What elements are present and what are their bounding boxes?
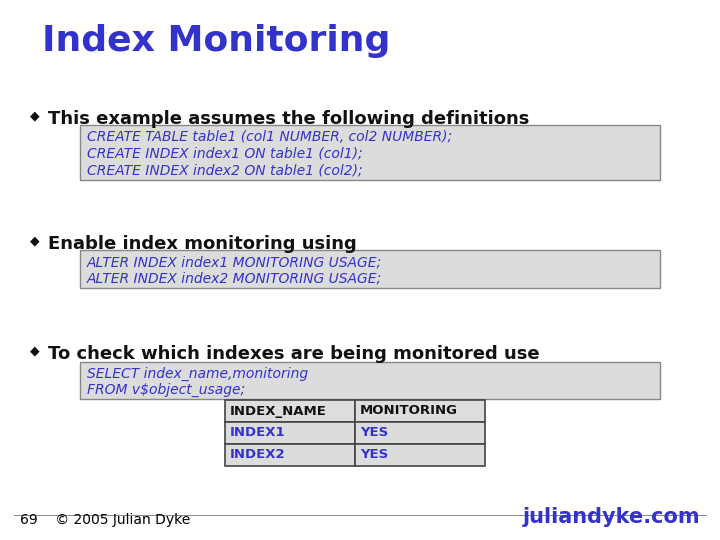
Text: MONITORING: MONITORING: [360, 404, 458, 417]
FancyBboxPatch shape: [225, 422, 355, 444]
Text: To check which indexes are being monitored use: To check which indexes are being monitor…: [48, 345, 539, 363]
Text: 69    © 2005 Julian Dyke: 69 © 2005 Julian Dyke: [20, 513, 190, 527]
Text: ALTER INDEX index1 MONITORING USAGE;: ALTER INDEX index1 MONITORING USAGE;: [87, 255, 382, 269]
FancyBboxPatch shape: [80, 362, 660, 399]
Text: Enable index monitoring using: Enable index monitoring using: [48, 235, 356, 253]
Text: Index Monitoring: Index Monitoring: [42, 24, 390, 58]
Text: juliandyke.com: juliandyke.com: [523, 507, 700, 527]
FancyBboxPatch shape: [355, 444, 485, 466]
Text: ◆: ◆: [30, 234, 40, 247]
Text: SELECT index_name,monitoring: SELECT index_name,monitoring: [87, 367, 308, 381]
Text: This example assumes the following definitions: This example assumes the following defin…: [48, 110, 529, 128]
Text: ◆: ◆: [30, 109, 40, 122]
FancyBboxPatch shape: [80, 125, 660, 180]
FancyBboxPatch shape: [80, 250, 660, 288]
Text: INDEX_NAME: INDEX_NAME: [230, 404, 327, 417]
Text: INDEX2: INDEX2: [230, 449, 286, 462]
Text: CREATE TABLE table1 (col1 NUMBER, col2 NUMBER);: CREATE TABLE table1 (col1 NUMBER, col2 N…: [87, 130, 452, 144]
FancyBboxPatch shape: [355, 400, 485, 422]
Text: CREATE INDEX index1 ON table1 (col1);: CREATE INDEX index1 ON table1 (col1);: [87, 147, 363, 161]
Text: INDEX1: INDEX1: [230, 427, 286, 440]
Text: ◆: ◆: [30, 344, 40, 357]
FancyBboxPatch shape: [355, 422, 485, 444]
FancyBboxPatch shape: [225, 400, 355, 422]
Text: FROM v$object_usage;: FROM v$object_usage;: [87, 383, 245, 397]
Text: YES: YES: [360, 449, 388, 462]
Text: YES: YES: [360, 427, 388, 440]
Text: ALTER INDEX index2 MONITORING USAGE;: ALTER INDEX index2 MONITORING USAGE;: [87, 272, 382, 286]
Text: CREATE INDEX index2 ON table1 (col2);: CREATE INDEX index2 ON table1 (col2);: [87, 163, 363, 177]
FancyBboxPatch shape: [225, 444, 355, 466]
